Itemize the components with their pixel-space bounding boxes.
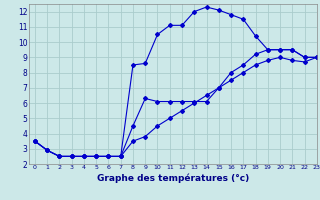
X-axis label: Graphe des températures (°c): Graphe des températures (°c) — [97, 173, 249, 183]
